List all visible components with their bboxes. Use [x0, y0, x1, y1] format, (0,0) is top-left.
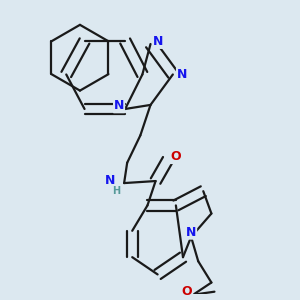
Text: N: N [186, 226, 196, 239]
Text: H: H [112, 186, 121, 196]
Text: N: N [153, 35, 163, 48]
Text: O: O [170, 150, 181, 163]
Text: N: N [177, 68, 187, 81]
Text: N: N [105, 173, 115, 187]
Text: O: O [182, 285, 192, 298]
Text: N: N [114, 99, 124, 112]
